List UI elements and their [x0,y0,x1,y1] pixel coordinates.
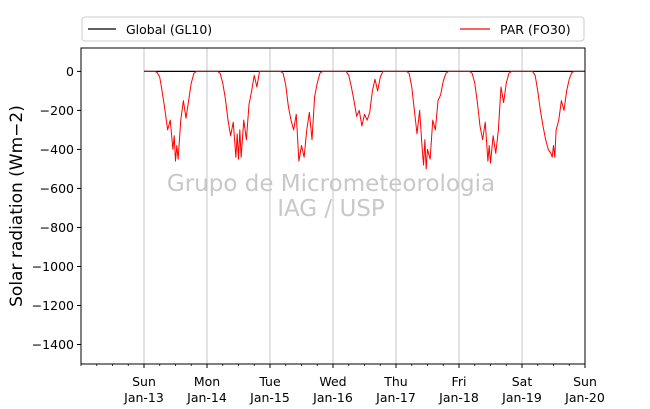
series-lines [144,70,585,170]
x-tick-label-date: Jan-17 [375,390,416,405]
x-tick-label-day: Wed [319,374,346,389]
watermark-line: Grupo de Micrometeorologia [167,171,495,197]
y-axis: 0 −200 −400 −600 −800 −1000 −1200 −1400 [32,64,81,352]
watermark-line: IAG / USP [277,196,385,222]
x-axis: SunJan-13MonJan-14TueJan-15WedJan-16ThuJ… [80,364,605,405]
x-tick-label-date: Jan-19 [501,390,542,405]
x-tick-label-day: Fri [452,374,467,389]
y-axis-label: Solar radiation (Wm−2) [7,105,27,307]
y-tick-label: −400 [40,142,74,157]
x-tick-label-day: Thu [383,374,407,389]
y-tick-label: −200 [40,103,74,118]
series-line-par-fo30 [144,70,585,170]
legend-label-par: PAR (FO30) [500,22,571,37]
x-tick-label-date: Jan-16 [312,390,353,405]
x-tick-label-day: Tue [258,374,281,389]
y-tick-label: −1000 [32,259,74,274]
legend-label-global: Global (GL10) [126,22,212,37]
x-tick-label-day: Sat [512,374,533,389]
x-tick-label-date: Jan-13 [123,390,164,405]
y-tick-label: 0 [66,64,74,79]
legend: Global (GL10) PAR (FO30) [81,16,585,42]
x-tick-label-date: Jan-20 [564,390,605,405]
vertical-gridlines [143,48,586,364]
y-tick-label: −600 [40,181,74,196]
x-tick-label-day: Mon [194,374,220,389]
x-tick-label-date: Jan-18 [438,390,479,405]
y-tick-label: −800 [40,220,74,235]
y-tick-label: −1400 [32,337,74,352]
x-tick-label-day: Sun [573,374,597,389]
legend-frame [81,16,585,42]
x-tick-label-date: Jan-15 [249,390,290,405]
y-tick-label: −1200 [32,298,74,313]
x-tick-label-day: Sun [132,374,156,389]
x-tick-label-date: Jan-14 [186,390,227,405]
